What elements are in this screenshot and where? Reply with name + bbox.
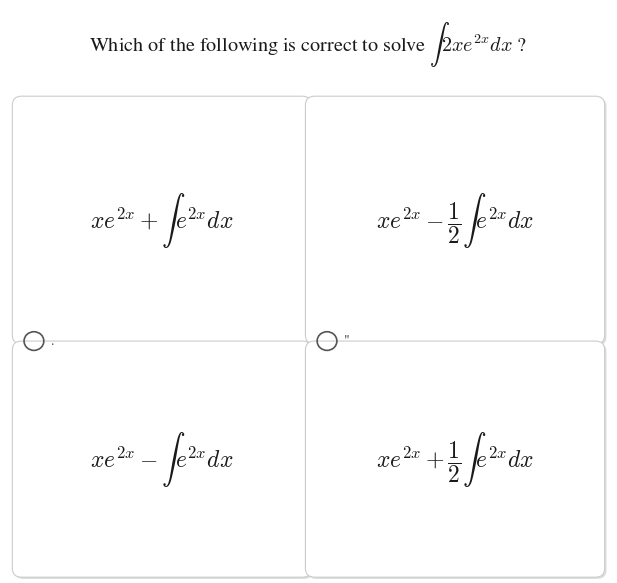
Text: $xe^{2x} - \int e^{2x}dx$: $xe^{2x} - \int e^{2x}dx$ [90,430,234,489]
FancyBboxPatch shape [14,98,313,346]
FancyBboxPatch shape [307,343,607,579]
Text: Which of the following is correct to solve $\int 2xe^{2x}dx$ ?: Which of the following is correct to sol… [89,20,528,69]
Text: $xe^{2x} - \dfrac{1}{2}\int e^{2x}dx$: $xe^{2x} - \dfrac{1}{2}\int e^{2x}dx$ [376,191,534,250]
FancyBboxPatch shape [305,96,605,344]
FancyBboxPatch shape [305,341,605,577]
FancyBboxPatch shape [12,341,312,577]
Text: .: . [51,335,55,347]
Text: $xe^{2x} + \int e^{2x}dx$: $xe^{2x} + \int e^{2x}dx$ [90,191,234,250]
FancyBboxPatch shape [307,98,607,346]
FancyBboxPatch shape [12,96,312,344]
FancyBboxPatch shape [14,343,313,579]
Text: $xe^{2x} + \dfrac{1}{2}\int e^{2x}dx$: $xe^{2x} + \dfrac{1}{2}\int e^{2x}dx$ [376,430,534,489]
Text: ": " [344,335,350,347]
